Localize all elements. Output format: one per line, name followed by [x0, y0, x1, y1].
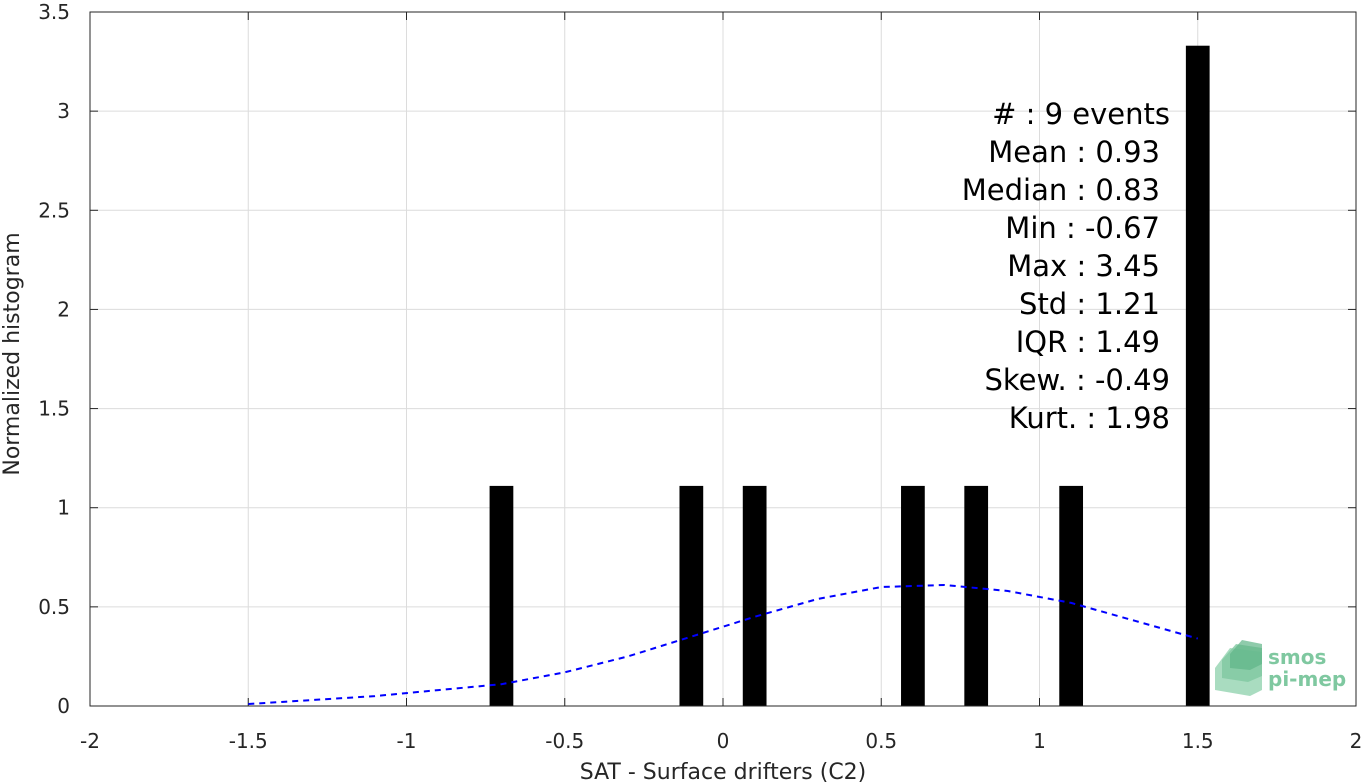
statistics-annotation: # : 9 events Mean : 0.93 Median : 0.83 Min … [962, 97, 1170, 435]
x-tick-label: 1.5 [1182, 729, 1214, 753]
y-tick-label: 0 [57, 694, 70, 718]
x-tick-labels: -2 -1.5 -1 -0.5 0 0.5 1 1.5 2 [80, 729, 1362, 753]
x-tick-label: -0.5 [545, 729, 584, 753]
histogram-bar [1059, 485, 1084, 706]
stat-line: Min : -0.67 [1005, 211, 1160, 245]
histogram-bar [964, 485, 989, 706]
y-tick-label: 2 [57, 297, 70, 321]
histogram-bar [489, 485, 514, 706]
histogram-bar [901, 485, 925, 706]
stat-line: Max : 3.45 [1007, 249, 1160, 283]
smos-pi-mep-logo: smos pi-mep [1215, 640, 1346, 696]
y-tick-label: 1.5 [38, 397, 70, 421]
fit-curve [248, 583, 1199, 705]
x-tick-label: 0.5 [865, 729, 897, 753]
x-tick-label: 0 [717, 729, 730, 753]
y-tick-label: 0.5 [38, 595, 70, 619]
histogram-bar [1185, 45, 1210, 707]
y-axis-label: Normalized histogram [0, 232, 25, 475]
histogram-bar [742, 485, 767, 706]
histogram-bar [679, 485, 704, 706]
x-tick-label: -1 [397, 729, 417, 753]
stat-line: # : 9 events [992, 97, 1170, 131]
logo-mark-icon [1215, 640, 1262, 696]
histogram-bars [489, 45, 1210, 707]
x-tick-label: 1 [1033, 729, 1046, 753]
y-tick-label: 1 [57, 496, 70, 520]
y-tick-label: 3 [57, 99, 70, 123]
stat-line: Mean : 0.93 [988, 135, 1160, 169]
x-axis-label: SAT - Surface drifters (C2) [580, 760, 867, 784]
x-tick-label: -2 [80, 729, 100, 753]
logo-text-line2: pi-mep [1268, 667, 1346, 691]
x-tick-label: 2 [1350, 729, 1363, 753]
stat-line: Kurt. : 1.98 [1009, 401, 1170, 435]
y-tick-label: 3.5 [38, 0, 70, 24]
stat-line: Skew. : -0.49 [984, 363, 1170, 397]
y-tick-labels: 0 0.5 1 1.5 2 2.5 3 3.5 [38, 0, 70, 718]
x-tick-label: -1.5 [229, 729, 268, 753]
stat-line: Std : 1.21 [1019, 287, 1160, 321]
stat-line: IQR : 1.49 [1016, 325, 1160, 359]
y-tick-label: 2.5 [38, 198, 70, 222]
axes-frame [89, 11, 1357, 707]
stat-line: Median : 0.83 [962, 173, 1160, 207]
logo-text-line1: smos [1268, 645, 1326, 669]
